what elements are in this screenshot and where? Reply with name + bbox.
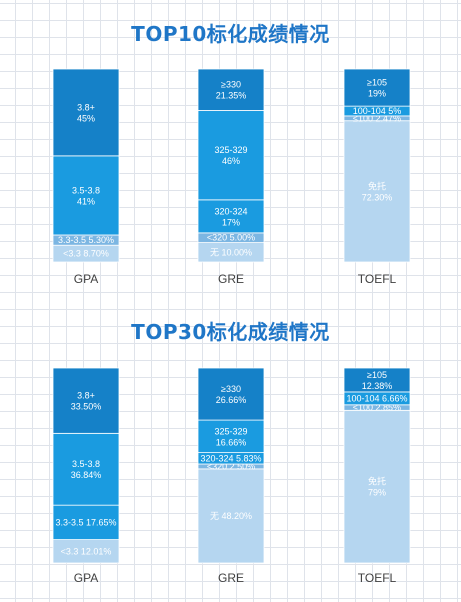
chart2-gre-segment-2-label: 320-324 5.83% bbox=[200, 453, 261, 463]
chart2-gpa-segment-2-value: 36.84% bbox=[71, 470, 102, 480]
chart2-gre-segment-3-label: 325-329 bbox=[214, 426, 247, 436]
chart1-toefl-segment-3-value: 19% bbox=[368, 89, 386, 99]
chart1-category-label-gre: GRE bbox=[218, 272, 244, 286]
chart1-gre-segment-3-value: 46% bbox=[222, 156, 240, 166]
chart2-gre-segment-4-value: 26.66% bbox=[216, 395, 247, 405]
chart1-gre-segment-4-label: ≥330 bbox=[221, 80, 241, 90]
chart2-gre-segment-3-value: 16.66% bbox=[216, 437, 247, 447]
chart1-gpa-segment-3-label: 3.8+ bbox=[77, 102, 95, 112]
chart2-gpa-segment-0-label: <3.3 12.01% bbox=[61, 546, 112, 556]
chart2-gre-segment-4-label: ≥330 bbox=[221, 384, 241, 394]
chart1-toefl-segment-0-label: 免托 bbox=[368, 180, 386, 191]
chart2-gpa-segment-3-label: 3.8+ bbox=[77, 391, 95, 401]
chart2-gpa-segment-2 bbox=[52, 432, 120, 506]
chart1-gpa-segment-0-label: <3.3 8.70% bbox=[63, 249, 109, 259]
chart2-gpa-segment-2-label: 3.5-3.8 bbox=[72, 459, 100, 469]
chart1-gre-segment-2-value: 17% bbox=[222, 217, 240, 227]
chart1-toefl-segment-1-label: ≤100 2.47% bbox=[353, 113, 401, 123]
chart1-toefl-segment-3-label: ≥105 bbox=[367, 78, 387, 88]
chart1-gre-segment-4-value: 21.35% bbox=[216, 91, 247, 101]
chart2-category-label-toefl: TOEFL bbox=[358, 571, 397, 585]
chart2-gpa-segment-3-value: 33.50% bbox=[71, 402, 102, 412]
chart1-gpa-segment-1-label: 3.3-3.5 5.30% bbox=[58, 235, 114, 245]
chart1-gpa-segment-2-value: 41% bbox=[77, 196, 95, 206]
chart2-toefl-segment-0-value: 79% bbox=[368, 488, 386, 498]
chart1-toefl-segment-3 bbox=[343, 68, 411, 107]
chart1-gre-segment-2 bbox=[197, 199, 265, 234]
chart2-toefl-segment-3-label: ≥105 bbox=[367, 370, 387, 380]
chart1-gpa-segment-3 bbox=[52, 68, 120, 157]
top10-title: TOP10标化成绩情况 bbox=[131, 22, 330, 46]
chart1-gre-segment-1-label: <320 5.00% bbox=[207, 233, 255, 243]
chart1-category-label-toefl: TOEFL bbox=[358, 272, 397, 286]
chart2-category-label-gre: GRE bbox=[218, 571, 244, 585]
chart2-category-label-gpa: GPA bbox=[74, 571, 98, 585]
chart1-gpa-segment-2 bbox=[52, 155, 120, 236]
chart1-gre-segment-4 bbox=[197, 68, 265, 111]
chart1-gre-segment-2-label: 320-324 bbox=[214, 206, 247, 216]
chart2-toefl-segment-3-value: 12.38% bbox=[362, 381, 393, 391]
chart2-gre-segment-3 bbox=[197, 419, 265, 454]
chart2-gpa-segment-1-label: 3.3-3.5 17.65% bbox=[55, 517, 116, 527]
chart2-toefl-segment-3 bbox=[343, 367, 411, 393]
chart2-gre-segment-1-label: <320 2.50% bbox=[207, 461, 255, 471]
chart2-toefl-segment-1-label: ≤100 2.85% bbox=[353, 403, 401, 413]
chart1-gre-segment-3 bbox=[197, 110, 265, 201]
chart1-gpa-segment-2-label: 3.5-3.8 bbox=[72, 185, 100, 195]
chart1-category-label-gpa: GPA bbox=[74, 272, 98, 286]
chart1-gpa-segment-3-value: 45% bbox=[77, 113, 95, 123]
chart2-toefl-segment-2-label: 100-104 6.66% bbox=[346, 393, 407, 403]
chart1-gre-segment-0-label: 无 10.00% bbox=[210, 247, 252, 257]
chart2-gpa-segment-3 bbox=[52, 367, 120, 434]
chart1-toefl-segment-2-label: 100-104 5% bbox=[353, 106, 402, 116]
chart1-gre-segment-3-label: 325-329 bbox=[214, 145, 247, 155]
chart2-toefl-segment-0-label: 免托 bbox=[368, 476, 386, 487]
chart2-gre-segment-0-label: 无 48.20% bbox=[210, 511, 252, 521]
chart2-gre-segment-4 bbox=[197, 367, 265, 421]
chart1-toefl-segment-0-value: 72.30% bbox=[362, 192, 393, 202]
chart2-gre-segment-0 bbox=[197, 468, 265, 564]
top30-title: TOP30标化成绩情况 bbox=[131, 320, 330, 344]
chart1-toefl-segment-0 bbox=[343, 120, 411, 263]
chart2-toefl-segment-0 bbox=[343, 409, 411, 564]
